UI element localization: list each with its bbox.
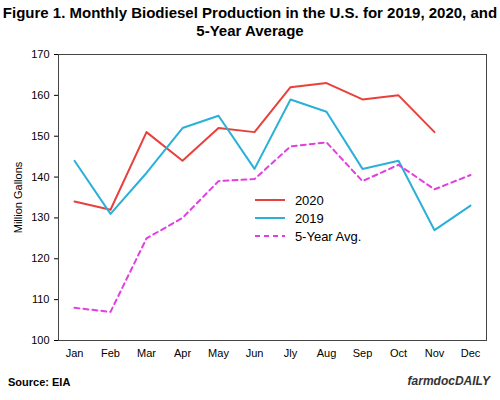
html-text:farmdocDAILY: farmdocDAILY (407, 374, 490, 388)
svg-text:Million Gallons: Million Gallons (12, 161, 24, 233)
svg-text:140: 140 (31, 171, 49, 183)
svg-text:Jan: Jan (66, 347, 84, 359)
html-text:Source: EIA: Source: EIA (8, 376, 71, 388)
svg-text:170: 170 (31, 48, 49, 60)
svg-text:Aug: Aug (317, 347, 337, 359)
html-text:Figure 1. Monthly Biodiesel Pr: Figure 1. Monthly Biodiesel Production i… (2, 4, 498, 39)
svg-text:100: 100 (31, 334, 49, 346)
svg-text:150: 150 (31, 130, 49, 142)
svg-text:Oct: Oct (390, 347, 407, 359)
html-text:2020: 2020 (294, 192, 324, 208)
svg-text:120: 120 (31, 252, 49, 264)
svg-text:Apr: Apr (174, 347, 191, 359)
svg-text:130: 130 (31, 211, 49, 223)
html-text:2019: 2019 (294, 210, 324, 226)
svg-text:Nov: Nov (425, 347, 445, 359)
svg-text:May: May (208, 347, 229, 359)
svg-text:Mar: Mar (137, 347, 156, 359)
svg-text:Sep: Sep (353, 347, 373, 359)
svg-text:Dec: Dec (461, 347, 481, 359)
svg-text:110: 110 (32, 293, 50, 305)
svg-text:160: 160 (31, 89, 49, 101)
html-text:5-Year Avg.: 5-Year Avg. (294, 228, 362, 244)
svg-text:Feb: Feb (101, 347, 120, 359)
svg-text:Jly: Jly (284, 347, 298, 359)
svg-text:Jun: Jun (246, 347, 264, 359)
